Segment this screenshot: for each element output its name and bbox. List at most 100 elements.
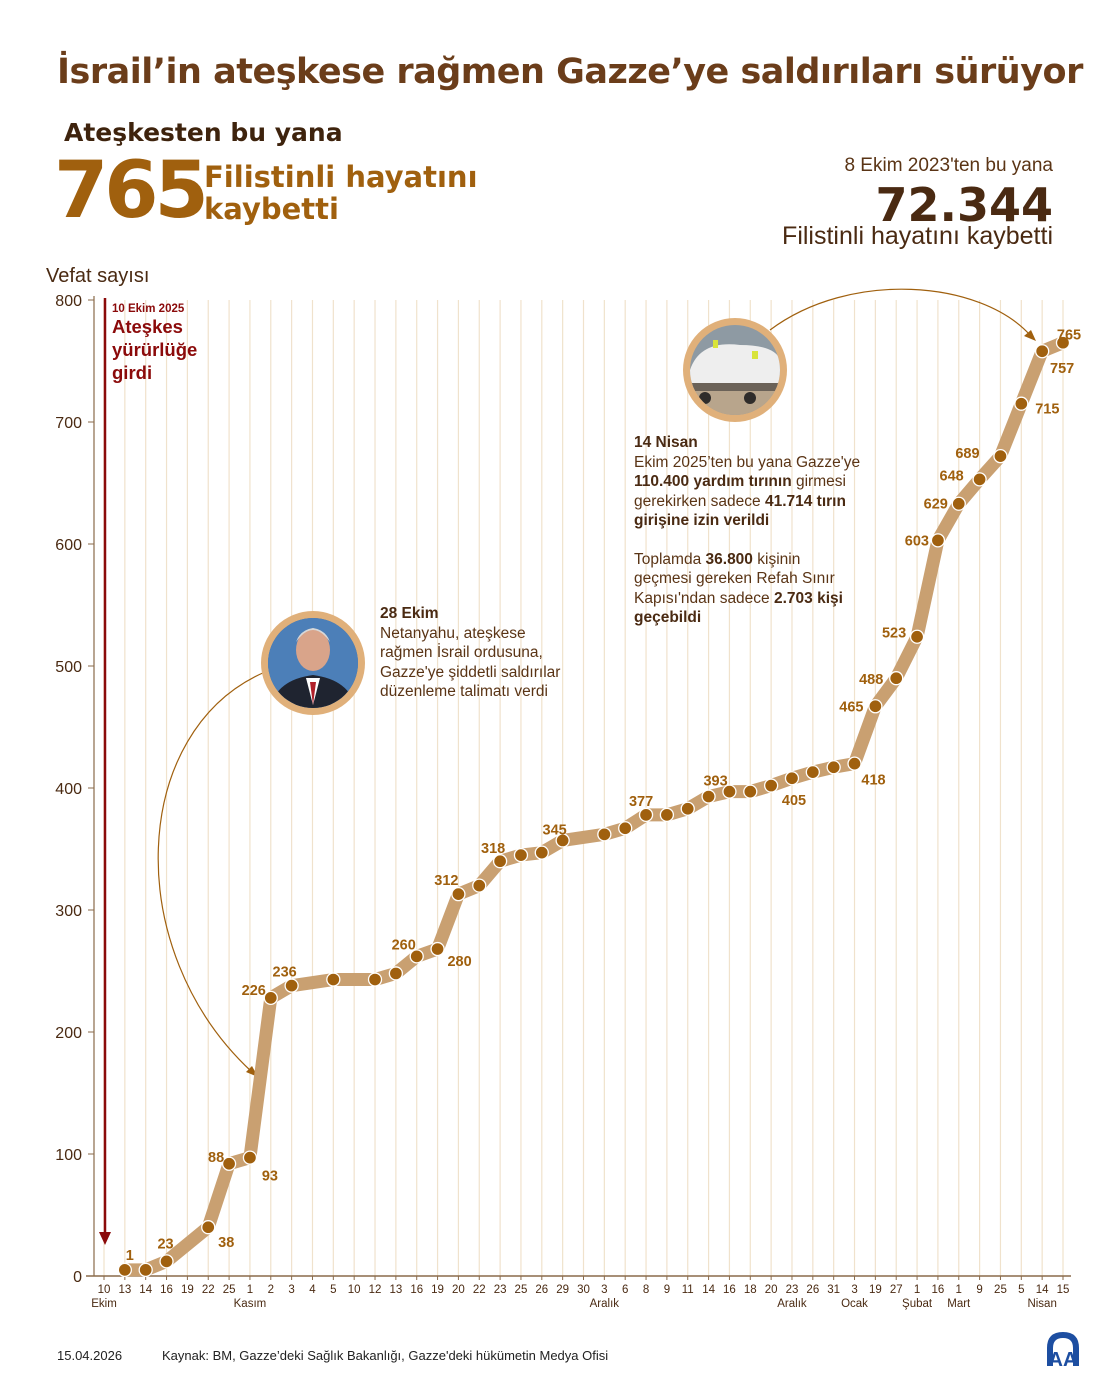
data-label: 689 (955, 446, 979, 462)
aid-connector-curve (769, 288, 1031, 336)
data-label: 715 (1035, 402, 1059, 418)
x-month-label: Aralık (777, 1298, 807, 1310)
data-label: 405 (782, 793, 806, 809)
ceasefire-arrow-icon (99, 1232, 111, 1245)
aa-logo: AA (1047, 1332, 1079, 1371)
x-month-label: Aralık (590, 1298, 620, 1310)
data-point (367, 972, 383, 987)
aid-bold: 110.400 yardım tırının (634, 473, 792, 490)
x-month-label: Kasım (234, 1298, 267, 1310)
data-point (472, 878, 487, 893)
series-line (118, 336, 1070, 1277)
aid-text: girmesi (791, 473, 846, 490)
x-tick-label: 12 (369, 1284, 382, 1296)
data-label: 318 (481, 841, 505, 857)
x-tick-label: 3 (851, 1284, 857, 1296)
aid-truck-photo (683, 318, 787, 422)
netanyahu-date: 28 Ekim (380, 605, 439, 622)
total-death-text: Filistinli hayatını kaybetti (782, 222, 1053, 250)
x-tick-label: 14 (702, 1284, 715, 1296)
x-tick-label: 8 (643, 1284, 649, 1296)
aid-arrow-icon (1024, 330, 1036, 341)
aid-text: Toplamda (634, 550, 706, 568)
data-point (784, 771, 800, 786)
data-label: 465 (839, 699, 863, 715)
x-tick-label: 10 (348, 1284, 361, 1296)
data-label: 38 (218, 1235, 234, 1251)
count-text-line2: kaybetti (204, 192, 339, 226)
data-point (513, 847, 529, 863)
aid-bold: 2.703 kişi (773, 589, 843, 607)
y-tick-label: 800 (55, 293, 82, 310)
aid-line: Kapısı'ndan sadece 2.703 kişi (634, 589, 860, 609)
data-label: 629 (924, 497, 948, 513)
data-point (451, 886, 466, 902)
data-point (1014, 396, 1029, 411)
data-label: 418 (861, 773, 885, 789)
aid-text: Kapısı'ndan sadece (634, 589, 774, 607)
x-tick-label: 22 (202, 1284, 215, 1296)
x-tick-label: 11 (682, 1284, 694, 1296)
x-tick-label: 9 (664, 1284, 670, 1296)
aid-line: gerekirken sadece 41.714 tırın (634, 492, 860, 512)
x-tick-label: 15 (1057, 1284, 1070, 1296)
aid-annotation: 14 Nisan Ekim 2025’ten bu yana Gazze'ye … (634, 433, 860, 628)
data-point (826, 760, 841, 775)
data-point (972, 472, 987, 487)
total-since-label: 8 Ekim 2023'ten bu yana (844, 155, 1053, 176)
data-point (492, 854, 508, 869)
aid-line: girişine izin verildi (634, 511, 860, 531)
ceasefire-date: 10 Ekim 2025 (112, 303, 185, 315)
data-point (805, 764, 820, 780)
data-point (409, 949, 424, 964)
x-tick-label: 30 (577, 1284, 590, 1296)
data-label: 23 (157, 1236, 173, 1252)
x-tick-label: 26 (535, 1284, 548, 1296)
page-title: İsrail’in ateşkese rağmen Gazze’ye saldı… (57, 52, 1083, 92)
y-tick-label: 700 (55, 415, 82, 432)
x-tick-label: 29 (556, 1284, 569, 1296)
ceasefire-annotation: 10 Ekim 2025 Ateşkes yürürlüğe girdi (112, 303, 197, 384)
ceasefire-line3: girdi (112, 362, 153, 383)
x-month-label: Nisan (1027, 1298, 1056, 1310)
y-tick-label: 100 (55, 1147, 82, 1164)
x-tick-label: 3 (288, 1284, 294, 1296)
ceasefire-line1: Ateşkes (112, 316, 183, 337)
netanyahu-line: rağmen İsrail ordusuna, (380, 644, 543, 661)
x-tick-label: 25 (994, 1284, 1007, 1296)
aid-bold: 41.714 tırın (764, 492, 846, 510)
x-tick-label: 22 (473, 1284, 486, 1296)
ceasefire-death-text: Filistinli hayatını kaybetti (204, 161, 478, 225)
data-point (555, 833, 570, 848)
data-point (1035, 344, 1050, 359)
aid-text: kişinin (752, 550, 801, 568)
x-tick-label: 19 (431, 1284, 444, 1296)
x-month-label: Ocak (841, 1298, 868, 1310)
x-tick-label: 27 (890, 1284, 903, 1296)
x-tick-label: 13 (118, 1284, 131, 1296)
aid-date: 14 Nisan (634, 434, 698, 451)
data-point (534, 845, 549, 860)
data-point (909, 629, 925, 644)
data-point (659, 807, 675, 822)
aid-line: 110.400 yardım tırının girmesi (634, 472, 860, 492)
x-month-label: Şubat (902, 1298, 933, 1310)
aid-bold: 36.800 (705, 550, 753, 568)
y-tick-label: 500 (55, 659, 82, 676)
x-tick-label: 16 (160, 1284, 173, 1296)
x-tick-label: 23 (494, 1284, 507, 1296)
x-tick-label: 1 (914, 1284, 920, 1296)
aid-line: geçebildi (634, 608, 860, 628)
data-label: 488 (859, 672, 883, 688)
data-point (221, 1156, 237, 1171)
x-month-label: Ekim (91, 1298, 117, 1310)
data-point (743, 784, 758, 799)
data-point (284, 978, 299, 993)
x-tick-label: 14 (139, 1284, 152, 1296)
aid-bold: girişine izin verildi (634, 512, 770, 529)
data-point (889, 671, 904, 686)
x-axis: 10 13 14 16 19 22 25 1 2 3 4 5 10 12 13 16 19 20 22 23 25 26 2… (86, 1275, 1071, 1310)
total-death-count: 72.344 (875, 178, 1053, 232)
x-tick-label: 25 (515, 1284, 528, 1296)
data-point (701, 789, 716, 804)
